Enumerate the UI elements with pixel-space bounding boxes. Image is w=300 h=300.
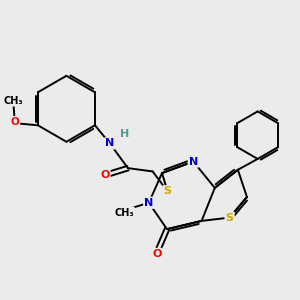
Text: N: N xyxy=(144,198,154,208)
Text: S: S xyxy=(226,213,234,223)
Text: H: H xyxy=(120,128,129,139)
Text: S: S xyxy=(164,186,172,196)
Text: N: N xyxy=(189,157,198,166)
Text: CH₃: CH₃ xyxy=(3,95,23,106)
Text: CH₃: CH₃ xyxy=(114,208,134,218)
Text: O: O xyxy=(152,249,162,259)
Text: O: O xyxy=(11,117,19,127)
Text: N: N xyxy=(105,138,114,148)
Text: O: O xyxy=(100,170,110,180)
